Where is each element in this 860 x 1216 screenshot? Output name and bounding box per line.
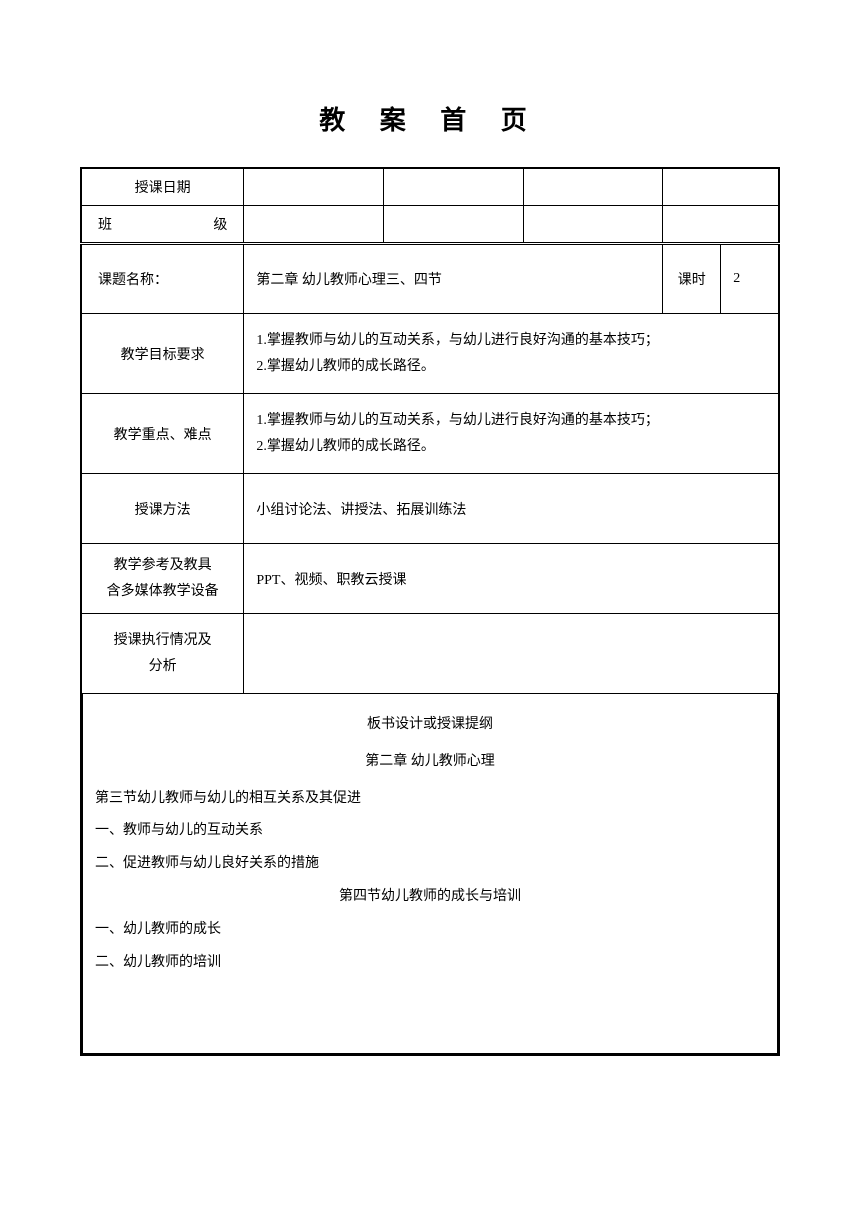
outline-section4-item2: 二、幼儿教师的培训 xyxy=(95,948,765,979)
keypoints-line2: 2.掌握幼儿教师的成长路径。 xyxy=(256,434,766,459)
methods-label: 授课方法 xyxy=(81,474,244,544)
topic-content: 第二章 幼儿教师心理三、四节 xyxy=(244,244,663,314)
hours-value: 2 xyxy=(721,244,779,314)
objectives-content: 1.掌握教师与幼儿的互动关系，与幼儿进行良好沟通的基本技巧； 2.掌握幼儿教师的… xyxy=(244,314,779,394)
class-row: 班 级 xyxy=(81,206,779,244)
objectives-label: 教学目标要求 xyxy=(81,314,244,394)
class-cell-3 xyxy=(523,206,663,244)
outline-chapter: 第二章 幼儿教师心理 xyxy=(95,747,765,778)
date-label: 授课日期 xyxy=(81,168,244,206)
materials-content: PPT、视频、职教云授课 xyxy=(244,544,779,614)
outline-section3-item2: 二、促进教师与幼儿良好关系的措施 xyxy=(95,849,765,880)
class-label-char1: 班 xyxy=(98,214,112,234)
execution-row: 授课执行情况及 分析 xyxy=(81,614,779,694)
materials-row: 教学参考及教具 含多媒体教学设备 PPT、视频、职教云授课 xyxy=(81,544,779,614)
date-cell-4 xyxy=(663,168,779,206)
keypoints-row: 教学重点、难点 1.掌握教师与幼儿的互动关系，与幼儿进行良好沟通的基本技巧； 2… xyxy=(81,394,779,474)
outline-section4-item1: 一、幼儿教师的成长 xyxy=(95,915,765,946)
keypoints-line1: 1.掌握教师与幼儿的互动关系，与幼儿进行良好沟通的基本技巧； xyxy=(256,408,766,433)
execution-label-line1: 授课执行情况及 xyxy=(94,628,231,653)
outline-section: 板书设计或授课提纲 第二章 幼儿教师心理 第三节幼儿教师与幼儿的相互关系及其促进… xyxy=(82,694,778,1054)
materials-label: 教学参考及教具 含多媒体教学设备 xyxy=(81,544,244,614)
page-title: 教 案 首 页 xyxy=(80,100,780,137)
outline-design-title: 板书设计或授课提纲 xyxy=(95,710,765,741)
objectives-line1: 1.掌握教师与幼儿的互动关系，与幼儿进行良好沟通的基本技巧； xyxy=(256,328,766,353)
class-cell-4 xyxy=(663,206,779,244)
date-cell-3 xyxy=(523,168,663,206)
execution-content xyxy=(244,614,779,694)
date-cell-2 xyxy=(383,168,523,206)
class-label: 班 级 xyxy=(81,206,244,244)
materials-label-line1: 教学参考及教具 xyxy=(94,553,231,578)
lesson-plan-table: 授课日期 班 级 课题名称： 第二章 幼儿教师心理三、四节 课时 2 教学目标要… xyxy=(80,167,780,1056)
date-row: 授课日期 xyxy=(81,168,779,206)
execution-label-line2: 分析 xyxy=(94,654,231,679)
outline-section3-title: 第三节幼儿教师与幼儿的相互关系及其促进 xyxy=(95,784,765,815)
topic-row: 课题名称： 第二章 幼儿教师心理三、四节 课时 2 xyxy=(81,244,779,314)
class-cell-2 xyxy=(383,206,523,244)
objectives-line2: 2.掌握幼儿教师的成长路径。 xyxy=(256,354,766,379)
keypoints-content: 1.掌握教师与幼儿的互动关系，与幼儿进行良好沟通的基本技巧； 2.掌握幼儿教师的… xyxy=(244,394,779,474)
outline-section3-item1: 一、教师与幼儿的互动关系 xyxy=(95,816,765,847)
hours-label: 课时 xyxy=(663,244,721,314)
outline-row: 板书设计或授课提纲 第二章 幼儿教师心理 第三节幼儿教师与幼儿的相互关系及其促进… xyxy=(81,694,779,1056)
methods-content: 小组讨论法、讲授法、拓展训练法 xyxy=(244,474,779,544)
materials-label-line2: 含多媒体教学设备 xyxy=(94,579,231,604)
class-cell-1 xyxy=(244,206,384,244)
methods-row: 授课方法 小组讨论法、讲授法、拓展训练法 xyxy=(81,474,779,544)
class-label-char2: 级 xyxy=(213,214,227,234)
objectives-row: 教学目标要求 1.掌握教师与幼儿的互动关系，与幼儿进行良好沟通的基本技巧； 2.… xyxy=(81,314,779,394)
execution-label: 授课执行情况及 分析 xyxy=(81,614,244,694)
date-cell-1 xyxy=(244,168,384,206)
outline-section4-title: 第四节幼儿教师的成长与培训 xyxy=(95,882,765,913)
keypoints-label: 教学重点、难点 xyxy=(81,394,244,474)
topic-label: 课题名称： xyxy=(81,244,244,314)
